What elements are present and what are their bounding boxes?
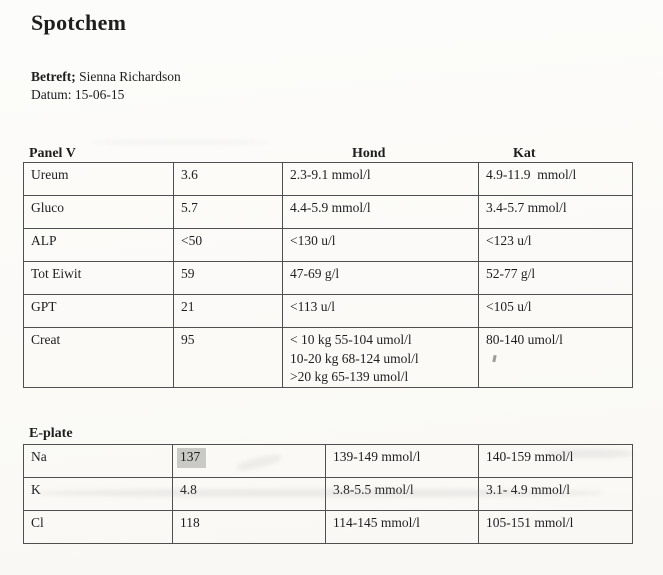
betreft-value: Sienna Richardson: [79, 69, 181, 84]
result-value-cell: 137: [172, 444, 326, 478]
hond-range-cell: <130 u/l: [282, 228, 479, 262]
test-name-cell: Cl: [23, 510, 173, 544]
test-name-cell: Tot Eiwit: [23, 261, 174, 295]
table-row: Na 137 139-149 mmol/l 140-159 mmol/l: [23, 444, 633, 478]
kat-range-cell: 3.4-5.7 mmol/l: [478, 195, 633, 229]
table-row: Gluco 5.7 4.4-5.9 mmol/l 3.4-5.7 mmol/l: [23, 195, 633, 229]
datum-line: Datum: 15-06-15: [31, 86, 181, 104]
kat-range-cell: 4.9-11.9 mmol/l: [478, 162, 633, 196]
hond-range-cell: 3.8-5.5 mmol/l: [325, 477, 479, 511]
table-row: Tot Eiwit 59 47-69 g/l 52-77 g/l: [23, 261, 633, 295]
table-row: Creat 95 < 10 kg 55-104 umol/l 10-20 kg …: [23, 327, 633, 388]
datum-value: 15-06-15: [74, 86, 125, 102]
table-row: GPT 21 <113 u/l <105 u/l: [23, 294, 633, 328]
test-name-cell: Creat: [23, 327, 174, 388]
datum-label: Datum:: [31, 86, 72, 102]
kat-range-cell: <123 u/l: [478, 228, 633, 262]
test-name-cell: Gluco: [23, 195, 174, 229]
hond-range-cell: 139-149 mmol/l: [325, 444, 479, 478]
result-value-cell: 95: [173, 327, 283, 388]
table-row: Ureum 3.6 2.3-9.1 mmol/l 4.9-11.9 mmol/l: [23, 162, 633, 196]
hond-range-cell: 47-69 g/l: [282, 261, 479, 295]
test-name-cell: K: [23, 477, 173, 511]
kat-range-cell: <105 u/l: [478, 294, 633, 328]
scan-smudge: [90, 140, 270, 145]
test-name-cell: Ureum: [23, 162, 174, 196]
hond-range-cell: 4.4-5.9 mmol/l: [282, 195, 479, 229]
page-title: Spotchem: [31, 10, 127, 35]
result-value-cell: 21: [173, 294, 283, 328]
kat-range-cell: 52-77 g/l: [478, 261, 633, 295]
panel-v-heading: Panel V: [29, 146, 76, 161]
result-value-cell: 4.8: [172, 477, 326, 511]
kat-range-cell: 3.1- 4.9 mmol/l: [478, 477, 633, 511]
hond-range-cell: < 10 kg 55-104 umol/l 10-20 kg 68-124 um…: [282, 327, 479, 388]
table-row: K 4.8 3.8-5.5 mmol/l 3.1- 4.9 mmol/l: [23, 477, 633, 511]
kat-column-header: Kat: [513, 146, 536, 161]
panel-v-table: Ureum 3.6 2.3-9.1 mmol/l 4.9-11.9 mmol/l…: [23, 162, 633, 388]
test-name-cell: GPT: [23, 294, 174, 328]
kat-range-cell: 80-140 umol/l: [478, 327, 633, 388]
kat-range-cell: 105-151 mmol/l: [478, 510, 633, 544]
test-name-cell: ALP: [23, 228, 174, 262]
e-plate-heading: E-plate: [29, 426, 73, 441]
betreft-label: Betreft;: [31, 69, 76, 84]
kat-range-cell: 140-159 mmol/l: [478, 444, 633, 478]
test-name-cell: Na: [23, 444, 173, 478]
hond-range-cell: <113 u/l: [282, 294, 479, 328]
result-value-cell: 59: [173, 261, 283, 295]
result-value-cell: <50: [173, 228, 283, 262]
table-row: Cl 118 114-145 mmol/l 105-151 mmol/l: [23, 510, 633, 544]
patient-meta: Betreft; Sienna Richardson Datum: 15-06-…: [31, 68, 181, 103]
highlighted-value: 137: [177, 448, 207, 468]
betreft-line: Betreft; Sienna Richardson: [31, 68, 181, 86]
hond-column-header: Hond: [352, 146, 386, 161]
e-plate-table: Na 137 139-149 mmol/l 140-159 mmol/l K 4…: [23, 444, 633, 544]
result-value-cell: 5.7: [173, 195, 283, 229]
table-row: ALP <50 <130 u/l <123 u/l: [23, 228, 633, 262]
result-value-cell: 3.6: [173, 162, 283, 196]
hond-range-cell: 2.3-9.1 mmol/l: [282, 162, 479, 196]
result-value-cell: 118: [172, 510, 326, 544]
hond-range-cell: 114-145 mmol/l: [325, 510, 479, 544]
